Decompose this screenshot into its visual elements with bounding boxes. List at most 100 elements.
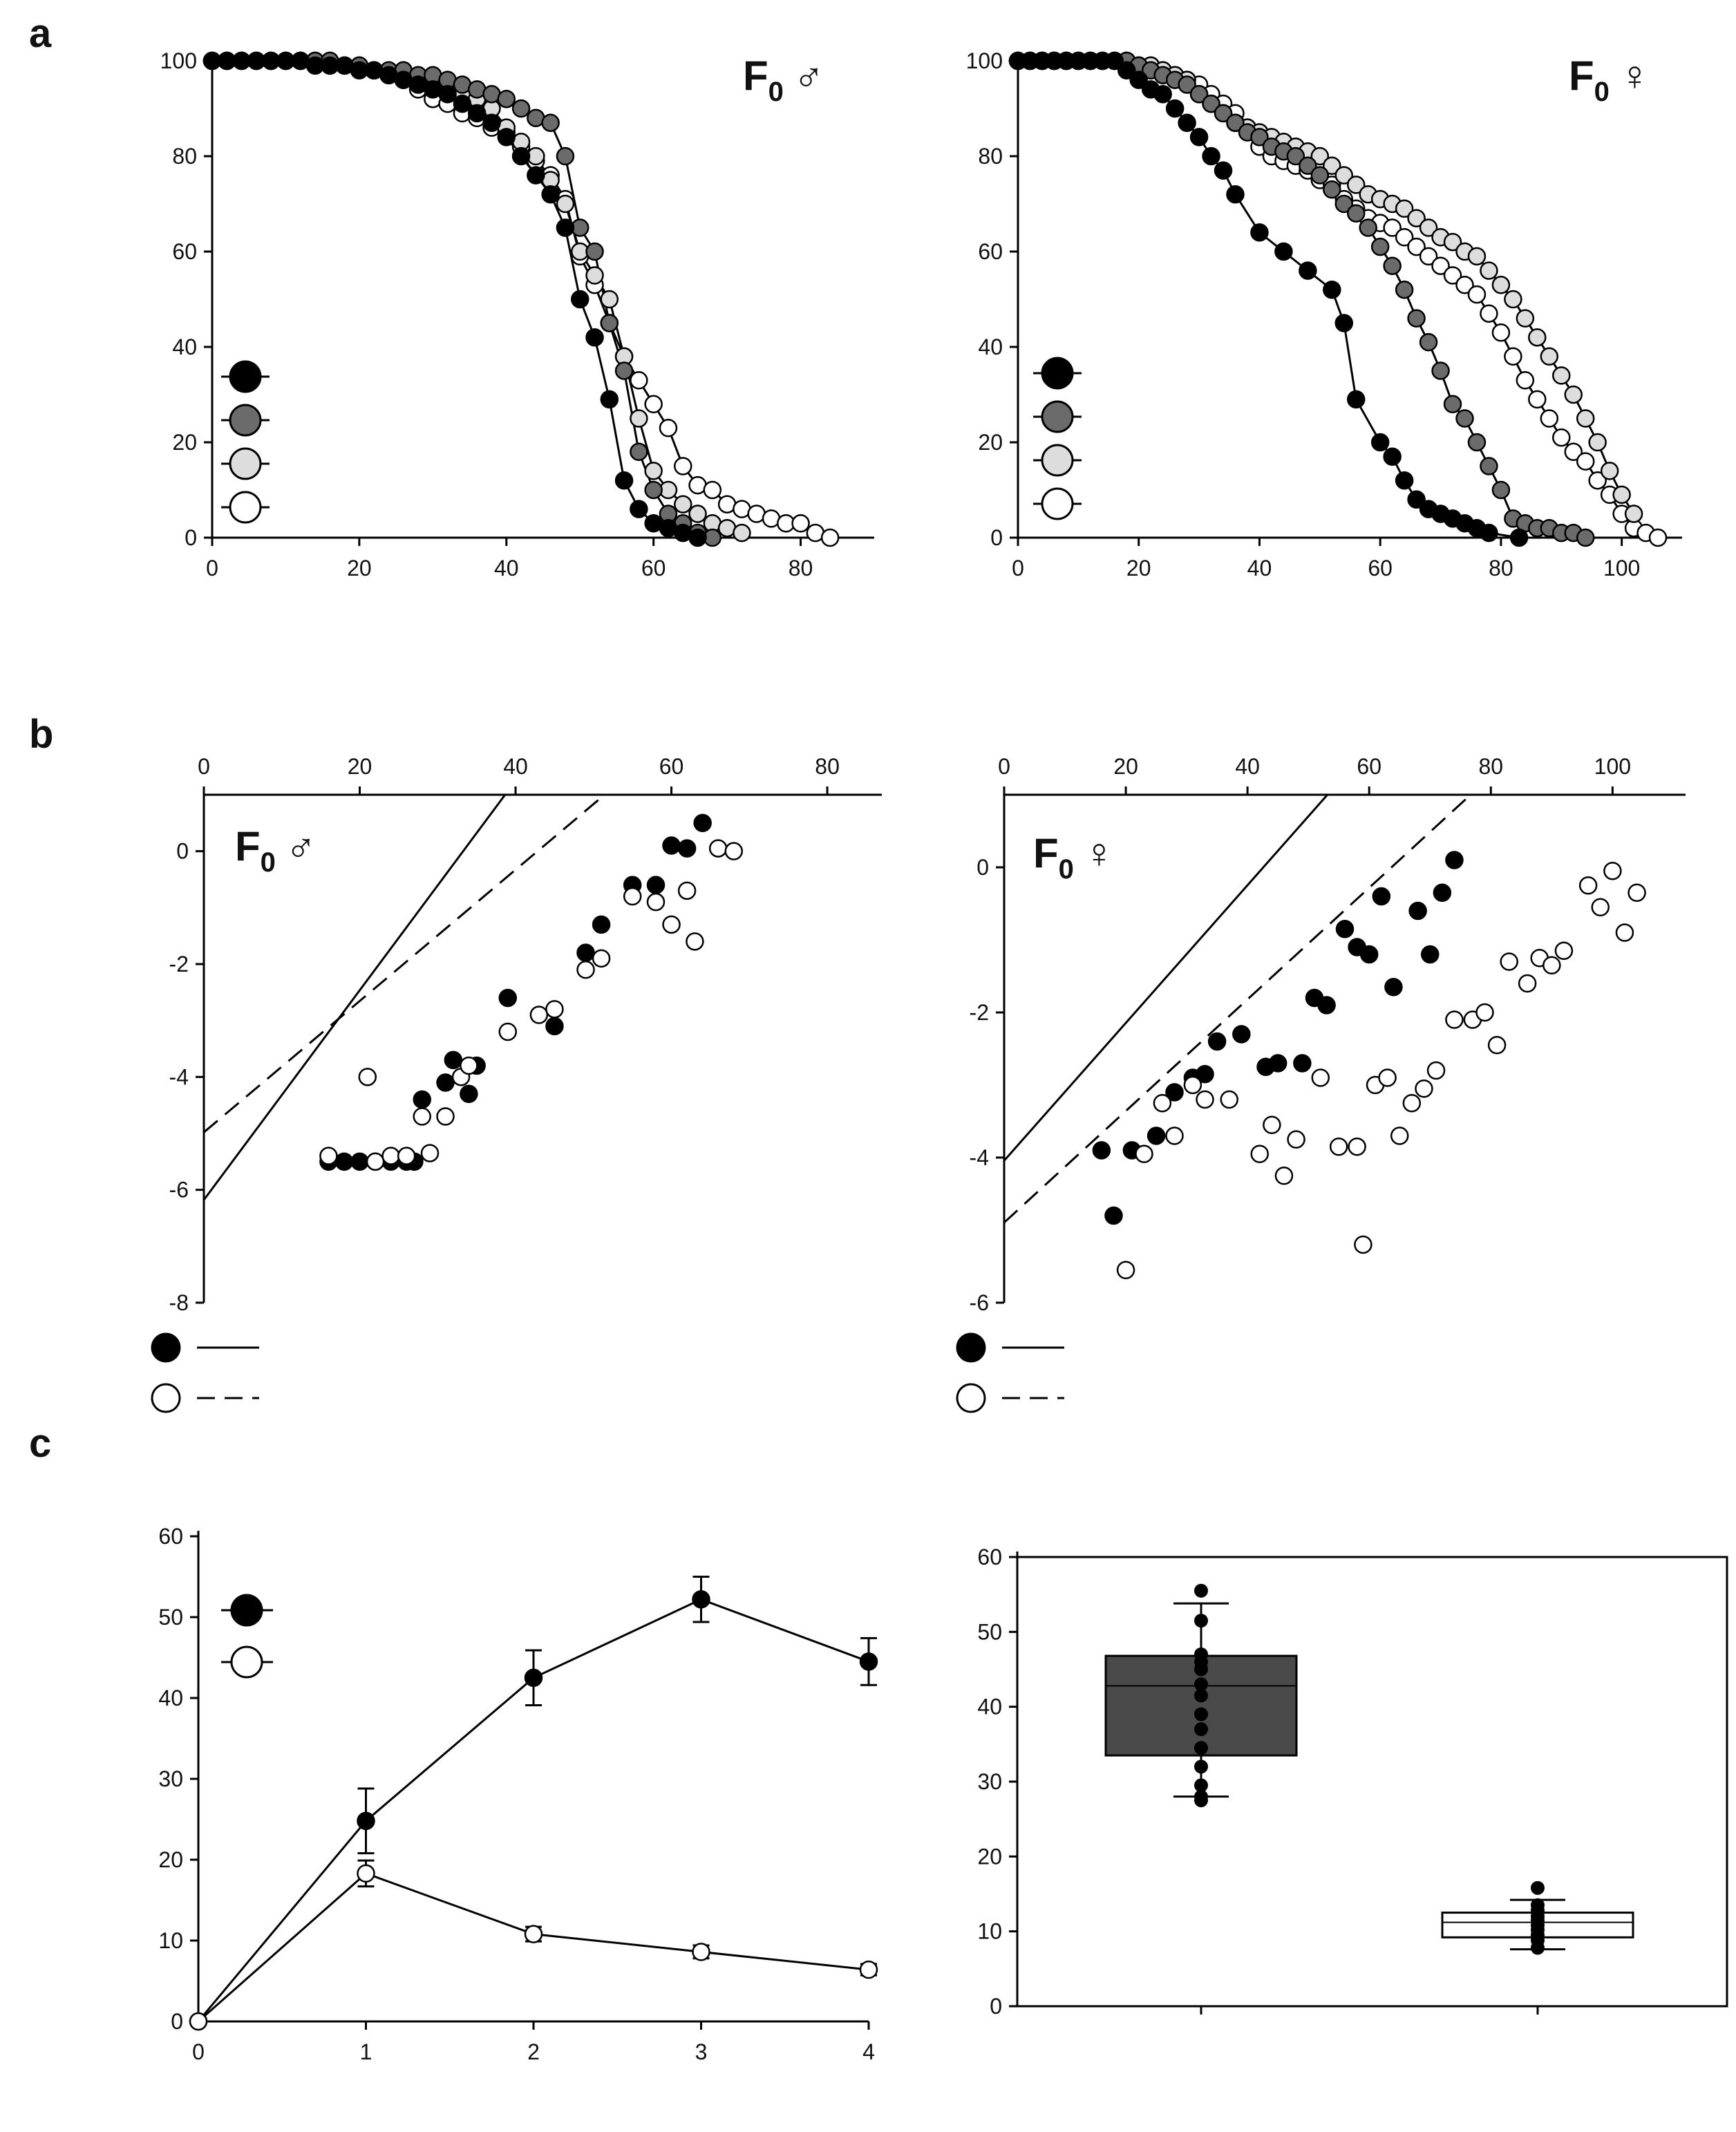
- x-tick-label: 20: [348, 754, 372, 779]
- data-point: [1346, 204, 1366, 223]
- plot-frame: [1016, 1556, 1728, 2008]
- data-point: [1395, 199, 1414, 218]
- data-point: [1335, 920, 1355, 938]
- data-point: [1612, 485, 1631, 504]
- data-point: [1588, 433, 1607, 452]
- y-tick-label: 40: [978, 334, 1003, 359]
- y-tick-label: 60: [978, 239, 1003, 264]
- data-point: [1419, 247, 1438, 266]
- data-point: [791, 514, 810, 533]
- data-point: [1480, 261, 1498, 280]
- y-tick-label: -8: [169, 1290, 189, 1315]
- data-point: [1480, 304, 1498, 323]
- data-point: [1542, 956, 1561, 974]
- data-point: [688, 528, 707, 547]
- data-point: [630, 409, 648, 428]
- data-point: [482, 113, 501, 132]
- data-point: [688, 504, 707, 523]
- data-point: [1194, 1688, 1208, 1703]
- panel-label-c: c: [29, 1421, 51, 1466]
- data-point: [381, 1147, 400, 1165]
- data-point: [859, 1652, 878, 1671]
- data-point: [1383, 256, 1402, 275]
- data-point: [1564, 385, 1583, 404]
- data-point: [1516, 309, 1535, 328]
- data-point: [1153, 85, 1172, 104]
- data-point: [1370, 237, 1390, 256]
- data-point: [644, 480, 663, 500]
- data-point: [733, 523, 751, 543]
- series-line: [212, 59, 831, 539]
- data-point: [677, 881, 697, 900]
- chart-title: F0 ♀: [1033, 830, 1115, 885]
- data-point: [453, 94, 472, 113]
- data-point: [397, 1147, 416, 1165]
- data-point: [1334, 314, 1354, 332]
- data-point: [1359, 945, 1379, 964]
- y-tick-label: 50: [158, 1605, 183, 1630]
- data-point: [1286, 147, 1305, 166]
- data-point: [585, 266, 604, 285]
- y-tick-label: -2: [169, 952, 189, 977]
- data-point: [1552, 428, 1571, 447]
- y-tick-label: 10: [977, 1919, 1002, 1944]
- x-tick-label: 80: [1489, 556, 1513, 581]
- title-sex-symbol: ♂: [285, 823, 317, 869]
- data-point: [1383, 447, 1402, 466]
- y-tick-label: 0: [990, 1994, 1002, 2019]
- x-tick-label: 80: [815, 754, 840, 779]
- data-point: [556, 194, 575, 214]
- data-point: [1603, 862, 1622, 880]
- title-subscript: 0: [1059, 854, 1074, 885]
- title-base: F: [743, 53, 768, 99]
- data-point: [1092, 1141, 1111, 1160]
- y-tick-label: 20: [172, 430, 197, 455]
- series-line: [212, 59, 742, 534]
- data-point: [1194, 1741, 1208, 1755]
- data-point: [692, 1943, 710, 1961]
- data-point: [1554, 941, 1574, 960]
- x-tick-label: 1: [360, 2039, 372, 2064]
- data-point: [646, 876, 666, 894]
- x-tick-label: 0: [198, 754, 210, 779]
- data-point: [1207, 1032, 1227, 1051]
- data-point: [1395, 471, 1414, 490]
- y-tick-label: 30: [158, 1766, 183, 1791]
- data-point: [460, 1084, 478, 1104]
- chart-title: F0 ♂: [743, 53, 824, 107]
- data-point: [524, 1925, 543, 1943]
- data-point: [1415, 1079, 1433, 1098]
- data-point: [686, 932, 704, 951]
- data-point: [1402, 1094, 1422, 1113]
- data-point: [1467, 285, 1487, 304]
- data-point: [436, 1073, 455, 1092]
- data-point: [1531, 1880, 1545, 1895]
- data-point: [541, 185, 560, 204]
- data-point: [623, 887, 642, 906]
- data-point: [1407, 490, 1426, 509]
- series-line: [198, 1872, 869, 2023]
- data-point: [1165, 99, 1185, 118]
- data-point: [1407, 309, 1426, 328]
- y-tick-label: -4: [169, 1064, 189, 1089]
- y-tick-label: 80: [978, 144, 1003, 169]
- data-point: [1250, 1144, 1269, 1163]
- data-point: [524, 1668, 543, 1687]
- title-base: F: [235, 823, 261, 869]
- data-point: [1518, 974, 1537, 993]
- data-point: [1189, 85, 1209, 104]
- title-base: F: [1033, 830, 1059, 876]
- legend-marker: [1041, 400, 1074, 433]
- legend-marker: [230, 1645, 263, 1679]
- y-tick-label: 80: [172, 144, 197, 169]
- data-point: [592, 949, 611, 968]
- data-point: [1105, 51, 1124, 70]
- data-point: [1299, 156, 1317, 176]
- data-point: [673, 457, 692, 475]
- x-tick-label: 80: [789, 556, 813, 581]
- data-point: [1268, 1054, 1287, 1073]
- data-point: [1274, 242, 1293, 261]
